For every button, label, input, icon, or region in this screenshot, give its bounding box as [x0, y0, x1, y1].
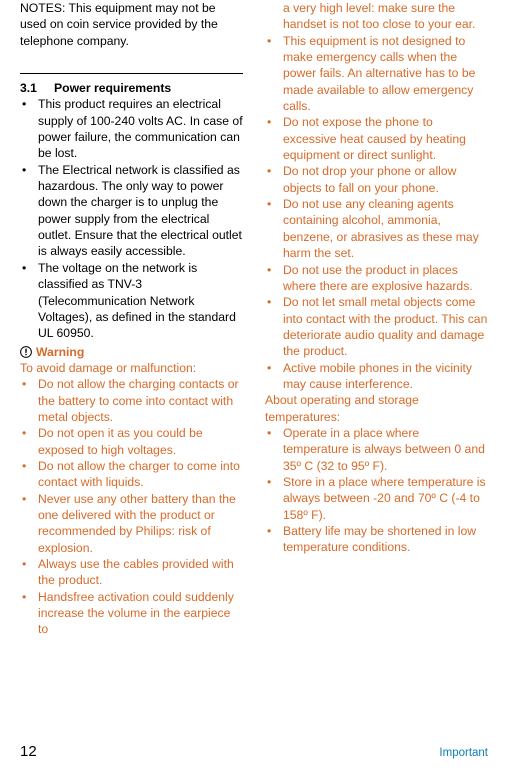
list-item: Do not allow the charging contacts or th… — [20, 376, 243, 425]
list-item: Active mobile phones in the vicinity may… — [265, 360, 488, 393]
warning-intro: To avoid damage or malfunction: — [20, 360, 243, 376]
list-item-continuation: •a very high level: make sure the handse… — [265, 0, 488, 33]
page-root: NOTES: This equipment may not be used on… — [0, 0, 508, 774]
content-columns: NOTES: This equipment may not be used on… — [20, 0, 488, 710]
warning-label: Warning — [36, 344, 84, 360]
list-item: Do not open it as you could be exposed t… — [20, 425, 243, 458]
storage-list: Operate in a place where temperature is … — [265, 425, 488, 556]
list-item: Handsfree activation could suddenly incr… — [20, 589, 243, 638]
footer-section-label: Important — [439, 747, 488, 759]
list-item: The Electrical network is classified as … — [20, 162, 243, 260]
warning-icon — [20, 346, 32, 358]
section-heading: 3.1Power requirements — [20, 80, 243, 96]
list-item: Always use the cables provided with the … — [20, 556, 243, 589]
right-column: •a very high level: make sure the handse… — [265, 0, 488, 710]
page-number: 12 — [20, 743, 37, 760]
list-item: Do not expose the phone to excessive hea… — [265, 114, 488, 163]
list-item: Battery life may be shortened in low tem… — [265, 523, 488, 556]
list-item: This equipment is not designed to make e… — [265, 33, 488, 115]
list-item: The voltage on the network is classified… — [20, 260, 243, 342]
power-requirements-list: This product requires an electrical supp… — [20, 96, 243, 341]
list-item: Operate in a place where temperature is … — [265, 425, 488, 474]
section-number: 3.1 — [20, 80, 54, 96]
section-divider — [20, 73, 243, 74]
left-column: NOTES: This equipment may not be used on… — [20, 0, 243, 710]
list-item: Do not drop your phone or allow objects … — [265, 163, 488, 196]
warning-heading: Warning — [20, 344, 243, 360]
list-item: Store in a place where temperature is al… — [265, 474, 488, 523]
list-item: Do not use any cleaning agents containin… — [265, 196, 488, 261]
notes-text: NOTES: This equipment may not be used on… — [20, 0, 243, 49]
page-footer: 12 Important — [20, 743, 488, 760]
list-item: Do not let small metal objects come into… — [265, 294, 488, 359]
storage-intro: About operating and storage temperatures… — [265, 392, 488, 425]
list-item: Never use any other battery than the one… — [20, 491, 243, 556]
list-item: Do not allow the charger to come into co… — [20, 458, 243, 491]
warning-list-left: Do not allow the charging contacts or th… — [20, 376, 243, 638]
warning-list-right: •a very high level: make sure the handse… — [265, 0, 488, 392]
list-item: This product requires an electrical supp… — [20, 96, 243, 161]
section-title-text: Power requirements — [54, 81, 171, 95]
list-item: Do not use the product in places where t… — [265, 262, 488, 295]
